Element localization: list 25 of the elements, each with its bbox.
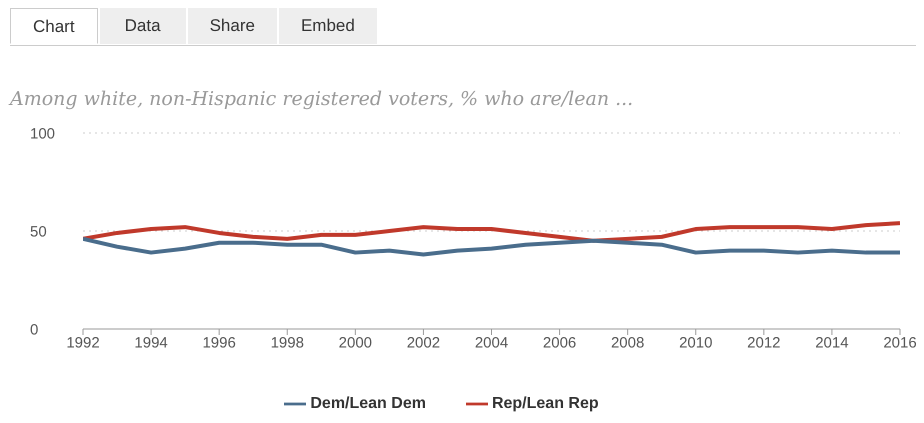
x-tick-label: 1992 [66, 334, 100, 352]
chart-title: Among white, non-Hispanic registered voters, % who are/lean ... [10, 88, 634, 110]
legend-label: Rep/Lean Rep [492, 395, 599, 412]
line-series [83, 221, 900, 243]
x-tick-label: 2010 [679, 334, 712, 352]
x-tick-label: 1996 [202, 334, 236, 352]
x-tick-label: 2002 [406, 334, 440, 352]
x-tick-label: 2006 [542, 334, 576, 352]
x-tick-label: 2012 [747, 334, 781, 352]
x-tick-label: 2008 [610, 334, 644, 352]
y-tick-label: 100 [30, 125, 56, 142]
tab: Embed [278, 8, 377, 44]
tab: Chart [10, 8, 98, 44]
tab: Data [100, 8, 186, 44]
x-tick-label: 2000 [338, 334, 372, 352]
y-tick-label: 50 [30, 223, 47, 240]
legend-label: Dem/Lean Dem [310, 395, 426, 412]
x-tick-label: 2014 [815, 334, 849, 352]
x-tick-label: 2016 [883, 334, 917, 352]
x-tick-label: 1994 [134, 334, 168, 352]
x-tick-label: 1998 [270, 334, 304, 352]
x-tick-label: 2004 [474, 334, 508, 352]
y-tick-label: 0 [30, 321, 38, 338]
tab: Share [188, 8, 277, 44]
line-series [83, 236, 900, 257]
